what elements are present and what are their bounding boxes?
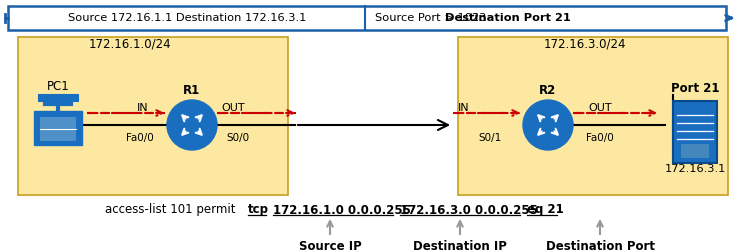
Text: Source IP: Source IP <box>298 239 362 252</box>
Text: Destination IP: Destination IP <box>413 239 507 252</box>
Text: IN: IN <box>137 103 148 113</box>
Text: R1: R1 <box>183 84 201 98</box>
Bar <box>38 94 78 101</box>
Bar <box>458 37 728 195</box>
Text: Fa0/0: Fa0/0 <box>586 133 613 143</box>
Text: R2: R2 <box>539 84 556 98</box>
Text: IN: IN <box>458 103 470 113</box>
Text: 172.16.3.0 0.0.0.255: 172.16.3.0 0.0.0.255 <box>400 204 538 216</box>
Bar <box>18 37 288 195</box>
Text: Port 21: Port 21 <box>670 82 719 96</box>
Text: access-list 101 permit: access-list 101 permit <box>105 204 239 216</box>
Text: OUT: OUT <box>588 103 612 113</box>
Text: PC1: PC1 <box>46 80 69 93</box>
Text: 172.16.3.0/24: 172.16.3.0/24 <box>544 38 626 50</box>
Text: S0/0: S0/0 <box>226 133 250 143</box>
Text: eq 21: eq 21 <box>527 204 564 216</box>
Text: Destination Port: Destination Port <box>545 239 655 252</box>
Text: S0/1: S0/1 <box>478 133 502 143</box>
Text: Source 172.16.1.1 Destination 172.16.3.1: Source 172.16.1.1 Destination 172.16.3.1 <box>68 13 306 23</box>
Text: 172.16.3.1: 172.16.3.1 <box>664 164 726 174</box>
Text: Source Port > 1023: Source Port > 1023 <box>375 13 490 23</box>
Bar <box>34 111 82 145</box>
Text: tcp: tcp <box>248 204 269 216</box>
Bar <box>673 101 717 163</box>
Text: Fa0/0: Fa0/0 <box>126 133 154 143</box>
Bar <box>8 6 726 30</box>
Circle shape <box>523 100 573 150</box>
Text: 172.16.1.0/24: 172.16.1.0/24 <box>88 38 171 50</box>
Text: OUT: OUT <box>221 103 245 113</box>
Text: 172.16.1.0 0.0.0.255: 172.16.1.0 0.0.0.255 <box>273 204 411 216</box>
Text: Destination Port 21: Destination Port 21 <box>445 13 571 23</box>
Circle shape <box>167 100 217 150</box>
Bar <box>681 144 709 158</box>
Bar <box>40 117 76 141</box>
